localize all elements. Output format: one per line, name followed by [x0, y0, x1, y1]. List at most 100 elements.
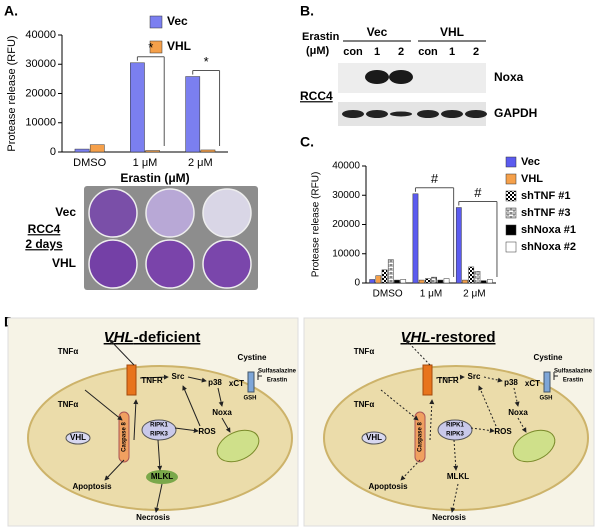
y-tick-label: 10000	[25, 117, 56, 129]
significance-mark: #	[431, 171, 439, 186]
line	[182, 385, 201, 427]
legend-label: VHL	[167, 39, 191, 53]
transporter	[247, 371, 255, 393]
diagram-label: Necrosis	[432, 513, 466, 522]
y-tick-label: 20000	[25, 87, 56, 99]
line	[453, 439, 459, 471]
well	[145, 188, 195, 238]
bar	[412, 193, 419, 284]
treatment: Erastin	[302, 31, 340, 43]
bar	[474, 271, 481, 284]
line	[483, 376, 503, 383]
diagram-label: p38	[208, 378, 222, 387]
diagram-label: Sulfasalazine	[554, 369, 593, 375]
title-gene: VHL	[400, 329, 430, 346]
well	[202, 239, 252, 289]
diagram-label: GSH	[539, 396, 552, 402]
legend-swatch	[505, 207, 517, 219]
line	[517, 417, 527, 433]
line	[429, 399, 435, 441]
x-tick-label: 1 μM	[133, 157, 158, 169]
diagram-label: xCT	[229, 379, 244, 388]
title-gene: VHL	[104, 329, 134, 346]
legend-label: Vec	[521, 156, 540, 168]
bar	[394, 279, 400, 284]
x-tick-label: 2 μM	[188, 157, 213, 169]
line	[104, 459, 125, 481]
significance-mark: *	[148, 40, 153, 55]
vhl-node	[65, 431, 91, 445]
title-suffix: -restored	[430, 329, 495, 346]
diagram-label: Necrosis	[136, 513, 170, 522]
bar	[381, 269, 388, 284]
diagram-label: Cystine	[238, 353, 267, 362]
diagram-label: Erastin	[267, 378, 288, 384]
bar	[375, 275, 382, 284]
legend-label: shTNF #3	[521, 207, 571, 219]
row-label: VHL	[52, 256, 76, 270]
line	[450, 483, 459, 513]
caspase-node	[414, 411, 426, 463]
diagram-label: Src	[468, 372, 481, 381]
line	[174, 427, 199, 433]
bar	[74, 148, 90, 153]
diagram-label: VHL	[366, 433, 382, 442]
cell-line: RCC4	[28, 222, 61, 236]
bar	[145, 150, 160, 153]
band	[342, 110, 364, 118]
y-axis-title: Protease release (RFU)	[311, 172, 322, 278]
cell-line: RCC4	[300, 89, 333, 103]
group-label: Vec	[367, 25, 388, 39]
mitochondrion	[216, 429, 260, 463]
legend-swatch	[505, 156, 517, 168]
diagram-label: RIPK3	[150, 432, 168, 438]
bar	[487, 279, 493, 284]
group-label: VHL	[440, 25, 464, 39]
row-label: Vec	[55, 205, 76, 219]
diagram-label: ROS	[198, 427, 216, 436]
bar	[431, 276, 437, 284]
lane-label: 2	[398, 46, 404, 58]
x-tick-label: DMSO	[373, 289, 403, 300]
band	[366, 110, 388, 118]
legend-label: shNoxa #2	[521, 241, 576, 253]
y-tick-label: 10000	[332, 248, 360, 259]
diagram-label: Apoptosis	[368, 482, 408, 491]
band	[390, 111, 412, 117]
legend-swatch	[505, 173, 517, 185]
line	[187, 376, 207, 383]
caspase-node	[118, 411, 130, 463]
panel-label: B.	[300, 3, 314, 19]
bar	[130, 62, 145, 153]
well	[88, 239, 138, 289]
bar	[425, 278, 431, 284]
diagram-label: MLKL	[151, 472, 173, 481]
legend-swatch	[505, 190, 517, 202]
receptor	[422, 364, 433, 396]
bar	[443, 278, 450, 284]
y-tick-label: 20000	[332, 219, 360, 230]
diagram-label: Sulfasalazine	[258, 369, 297, 375]
line	[435, 374, 465, 380]
vhl-node	[361, 431, 387, 445]
bar	[418, 279, 425, 284]
x-axis-title: Erastin (μM)	[120, 171, 189, 185]
diagram-title: VHL-restored	[400, 329, 495, 346]
legend-swatch	[505, 224, 517, 236]
diagram-label: Noxa	[212, 408, 232, 417]
line	[109, 339, 135, 366]
lane-label: con	[418, 46, 438, 58]
line	[405, 339, 431, 366]
diagram-label: Src	[172, 372, 185, 381]
diagram-label: TNFR	[437, 376, 459, 385]
band	[389, 70, 413, 84]
legend-swatch	[505, 241, 517, 253]
well	[88, 188, 138, 238]
significance-mark: #	[474, 185, 482, 200]
legend-label: shNoxa #1	[521, 224, 576, 236]
bar	[400, 279, 407, 284]
bar	[369, 279, 375, 284]
legend-label: VHL	[521, 173, 543, 185]
lane-label: 2	[473, 46, 479, 58]
significance-mark: *	[204, 54, 209, 69]
